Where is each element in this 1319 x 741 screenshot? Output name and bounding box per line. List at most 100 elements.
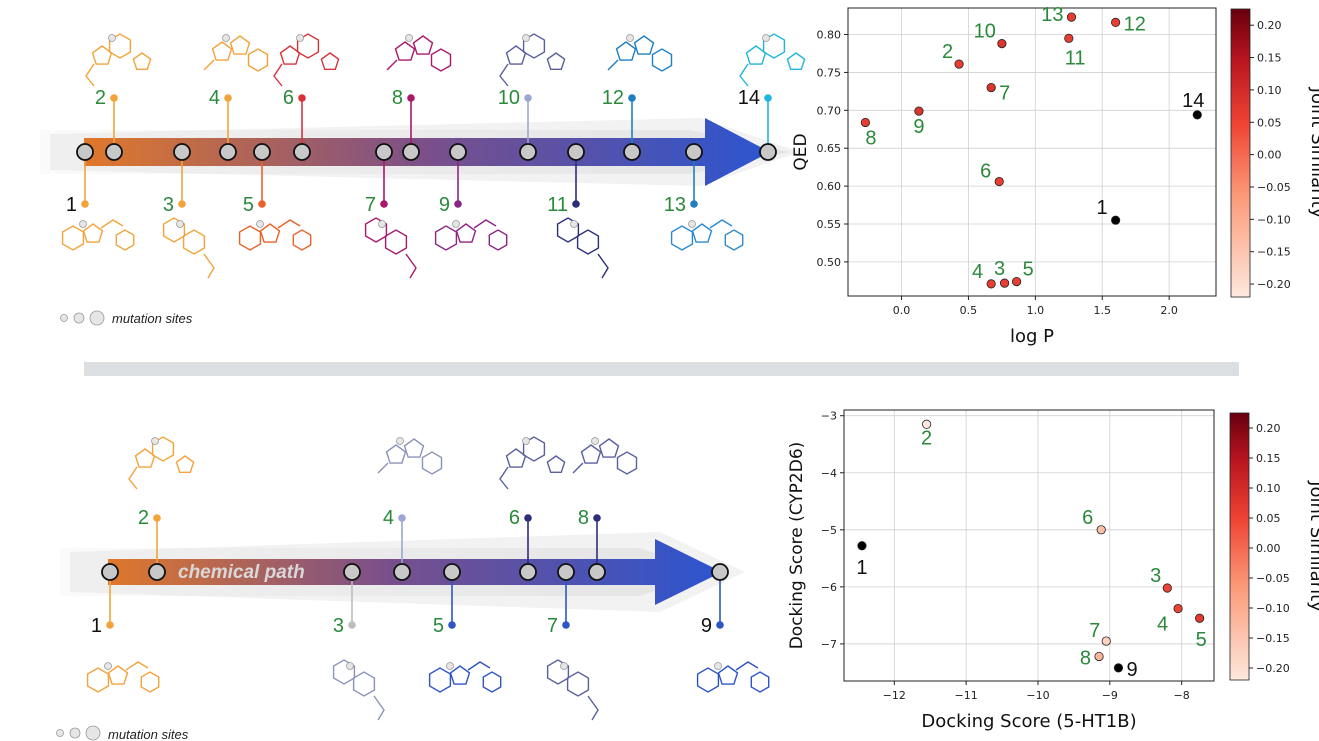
mutation-sites-text: mutation sites [112, 311, 193, 326]
legend-circle-medium [70, 728, 80, 738]
node-label: 1 [91, 615, 102, 637]
colorbar-tick-label: −0.05 [1257, 181, 1291, 194]
mutation-site-marker [447, 663, 454, 670]
node-label: 3 [333, 615, 344, 637]
connector-dot [380, 200, 388, 208]
x-tick-label: 0.0 [893, 304, 911, 317]
molecule-structure [698, 662, 769, 692]
y-axis-label: Docking Score (CYP2D6) [787, 442, 807, 650]
y-tick-label: −6 [821, 581, 837, 594]
path-node-circle [174, 144, 190, 160]
data-point-label: 13 [1041, 4, 1063, 26]
data-point [1067, 13, 1075, 21]
colorbar-tick-label: 0.10 [1256, 482, 1281, 495]
data-point-label: 8 [865, 127, 876, 149]
data-point [1174, 604, 1182, 612]
molecule-structure [378, 438, 442, 475]
data-point-label: 2 [942, 41, 953, 63]
molecule-structure [548, 660, 598, 720]
mutation-site-marker [571, 221, 578, 228]
colorbar-tick-label: 0.10 [1257, 84, 1282, 97]
connector-dot [106, 621, 114, 629]
molecule-structure [334, 660, 384, 720]
molecule-structure [129, 437, 194, 489]
path-node-circle [589, 564, 605, 580]
node-label: 8 [578, 507, 589, 529]
data-point [1195, 614, 1203, 622]
path-node-circle [254, 144, 270, 160]
molecule-structure [500, 437, 565, 489]
molecule-structure [608, 35, 672, 72]
molecule-structure [86, 34, 151, 86]
data-point [915, 107, 923, 115]
data-point-label: 1 [1097, 197, 1108, 219]
mutation-sites-text: mutation sites [108, 727, 189, 741]
colorbar [1230, 413, 1249, 680]
colorbar-tick-label: 0.00 [1256, 542, 1281, 555]
molecule-structure [387, 35, 451, 72]
path-node-circle [344, 564, 360, 580]
molecule-structure [430, 662, 501, 692]
connector-dot [593, 514, 601, 522]
y-tick-label: 0.50 [817, 256, 842, 269]
data-point-label: 9 [913, 116, 924, 138]
x-tick-label: 2.0 [1160, 304, 1178, 317]
colorbar-tick-label: −0.20 [1256, 662, 1290, 675]
mutation-site-marker [627, 35, 634, 42]
molecule-structure [740, 34, 805, 86]
y-tick-label: 0.55 [817, 218, 842, 231]
x-axis-label: Docking Score (5-HT1B) [921, 711, 1136, 732]
colorbar-tick-label: −0.05 [1256, 572, 1290, 585]
data-point [987, 83, 995, 91]
node-label: 9 [701, 615, 712, 637]
path-node-circle [149, 564, 165, 580]
node-label: 9 [439, 194, 450, 216]
node-label: 3 [163, 194, 174, 216]
y-tick-label: −4 [821, 467, 837, 480]
connector-dot [524, 514, 532, 522]
y-tick-label: 0.60 [817, 180, 842, 193]
path-node-circle [102, 564, 118, 580]
node-label: 7 [365, 194, 376, 216]
mutation-site-marker [109, 35, 116, 42]
data-point [955, 60, 963, 68]
colorbar-label: Joint Similarity [1307, 87, 1319, 219]
connector-dot [110, 94, 118, 102]
data-point [1000, 279, 1008, 287]
mutation-site-marker [379, 221, 386, 228]
molecule-structure [63, 220, 134, 250]
data-point-label: 6 [980, 161, 991, 183]
x-tick-label: 0.5 [960, 304, 978, 317]
qed-logp-scatter-chart: 0.0 0.5 1.0 1.5 2.00.500.550.600.650.700.750… [791, 4, 1319, 347]
docking-score-scatter-chart: −12 −11 −10 −9 −8−3−4−5−6−7Docking Score (5-… [787, 410, 1319, 732]
connector-dot [298, 94, 306, 102]
data-point-label: 5 [1196, 629, 1207, 651]
connector-dot [224, 94, 232, 102]
data-point [1102, 637, 1110, 645]
mutation-site-marker [523, 438, 530, 445]
mutation-site-marker [223, 35, 230, 42]
colorbar-tick-label: 0.20 [1257, 19, 1282, 32]
path-node-circle [558, 564, 574, 580]
path-node-circle [450, 144, 466, 160]
x-tick-label: −12 [883, 689, 906, 702]
mutation-site-marker [80, 221, 87, 228]
connector-dot [153, 514, 161, 522]
molecule-structure [88, 662, 159, 692]
colorbar-tick-label: 0.05 [1257, 116, 1282, 129]
mutation-site-marker [105, 663, 112, 670]
path-node-circle [106, 144, 122, 160]
path-node-circle [624, 144, 640, 160]
connector-dot [258, 200, 266, 208]
connector-dot [348, 621, 356, 629]
data-point [1095, 652, 1103, 660]
plot-frame [848, 8, 1216, 296]
connector-dot [524, 94, 532, 102]
panel-b-chemical-path: chemical path 1 2 3 4 5 6 7 8 9 mutation sites [57, 437, 769, 741]
node-label: 7 [547, 615, 558, 637]
path-node-circle [520, 564, 536, 580]
colorbar-label: Joint Similarity [1306, 480, 1319, 612]
mutation-sites-legend: mutation sites [57, 726, 189, 741]
connector-dot [562, 621, 570, 629]
connector-dot [764, 94, 772, 102]
